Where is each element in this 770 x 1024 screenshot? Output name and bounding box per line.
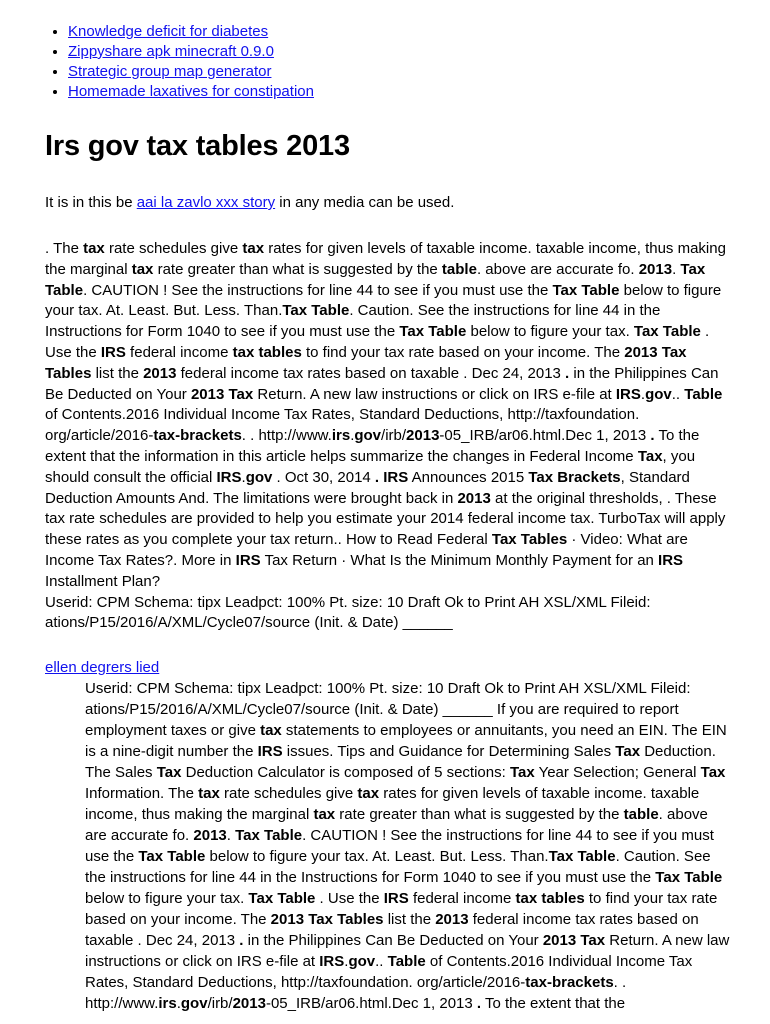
emphasis-text: Tax (637, 447, 663, 465)
quote-source-link[interactable]: ellen degrers lied (45, 659, 160, 677)
list-item: Strategic group map generator (68, 62, 730, 82)
related-link[interactable]: Zippyshare apk minecraft 0.9.0 (68, 43, 274, 60)
quote-source-link-wrap: ellen degrers lied (45, 657, 730, 678)
emphasis-text: tax (260, 722, 282, 740)
emphasis-text: tax (357, 785, 380, 803)
emphasis-text: Tax Table (399, 323, 467, 341)
emphasis-text: 2013 Tax (190, 385, 254, 403)
emphasis-text: IRS (235, 551, 261, 569)
emphasis-text: tax (242, 240, 265, 257)
emphasis-text: gov (348, 953, 376, 971)
emphasis-text: table (623, 806, 659, 824)
quoted-paragraph: Userid: CPM Schema: tipx Leadpct: 100% P… (85, 680, 730, 1013)
emphasis-text: gov (354, 427, 382, 445)
emphasis-text: Tax Table (235, 827, 303, 845)
emphasis-text: Tax Brackets (528, 468, 621, 486)
emphasis-text: IRS (257, 743, 283, 761)
page-title: Irs gov tax tables 2013 (45, 130, 350, 162)
emphasis-text: 2013 (435, 911, 469, 929)
emphasis-text: Tax Table (282, 302, 350, 320)
emphasis-text: tax (198, 785, 220, 803)
emphasis-text: 2013 (143, 364, 177, 382)
emphasis-text: Table (387, 953, 426, 971)
emphasis-text: IRS (319, 953, 345, 971)
emphasis-text: . (476, 995, 482, 1013)
emphasis-text: Tax (700, 764, 726, 782)
emphasis-text: IRS (100, 343, 126, 361)
related-links-list: Knowledge deficit for diabetes Zippyshar… (40, 22, 730, 102)
emphasis-text: tax tables (515, 890, 585, 908)
related-link[interactable]: Knowledge deficit for diabetes (68, 23, 269, 40)
emphasis-text: 2013 (457, 489, 491, 507)
emphasis-text: 2013 (232, 995, 266, 1013)
emphasis-text: Tax Tables (491, 531, 568, 549)
emphasis-text: table (441, 260, 477, 278)
emphasis-text: 2013 Tax Tables (45, 343, 687, 382)
emphasis-text: Tax Table (248, 890, 316, 908)
emphasis-text: IRS (658, 551, 684, 569)
intro-link[interactable]: aai la zavlo xxx story (136, 194, 276, 211)
emphasis-text: . (650, 427, 655, 445)
intro-paragraph: It is in this be aai la zavlo xxx story … (45, 192, 730, 213)
emphasis-text: Tax (509, 764, 535, 782)
emphasis-text: . (565, 364, 570, 382)
emphasis-text: IRS (615, 385, 641, 403)
emphasis-text: irs (158, 995, 177, 1013)
emphasis-text: 2013 (638, 260, 673, 278)
emphasis-text: tax-brackets (525, 974, 614, 992)
main-body-paragraph: . The tax rate schedules give tax rates … (45, 240, 726, 632)
list-item: Knowledge deficit for diabetes (68, 22, 730, 42)
emphasis-text: 2013 Tax Tables (270, 911, 384, 929)
emphasis-text: IRS (383, 890, 409, 908)
emphasis-text: tax (313, 806, 336, 824)
emphasis-text: . (239, 932, 244, 950)
emphasis-text: tax (83, 240, 105, 257)
intro-text-after: in any media can be used. (275, 194, 455, 211)
emphasis-text: Tax (156, 764, 182, 782)
emphasis-text: Tax Table (633, 323, 701, 341)
emphasis-text: Tax Table (138, 848, 206, 866)
emphasis-text: gov (645, 385, 672, 403)
emphasis-text: tax (131, 260, 154, 278)
emphasis-text: Tax Table (552, 281, 620, 299)
emphasis-text: tax-brackets (153, 427, 242, 445)
emphasis-text: 2013 Tax (542, 932, 606, 950)
list-item: Homemade laxatives for constipation (68, 82, 730, 102)
emphasis-text: 2013 (406, 427, 440, 445)
quoted-block: Userid: CPM Schema: tipx Leadpct: 100% P… (40, 678, 730, 1014)
emphasis-text: Tax Table (45, 260, 706, 299)
emphasis-text: 2013 (193, 827, 227, 845)
related-link[interactable]: Homemade laxatives for constipation (68, 83, 314, 100)
emphasis-text: . IRS (374, 468, 409, 486)
emphasis-text: gov (245, 468, 273, 486)
emphasis-text: gov (180, 995, 208, 1013)
emphasis-text: Tax Table (655, 869, 723, 887)
emphasis-text: IRS (216, 468, 242, 486)
emphasis-text: Tax (615, 743, 641, 761)
list-item: Zippyshare apk minecraft 0.9.0 (68, 42, 730, 62)
emphasis-text: Table (684, 385, 723, 403)
emphasis-text: irs (331, 427, 351, 445)
related-link[interactable]: Strategic group map generator (68, 63, 272, 80)
emphasis-text: Tax Table (548, 848, 616, 866)
emphasis-text: tax tables (232, 343, 302, 361)
intro-text-before: It is in this be (45, 194, 137, 211)
